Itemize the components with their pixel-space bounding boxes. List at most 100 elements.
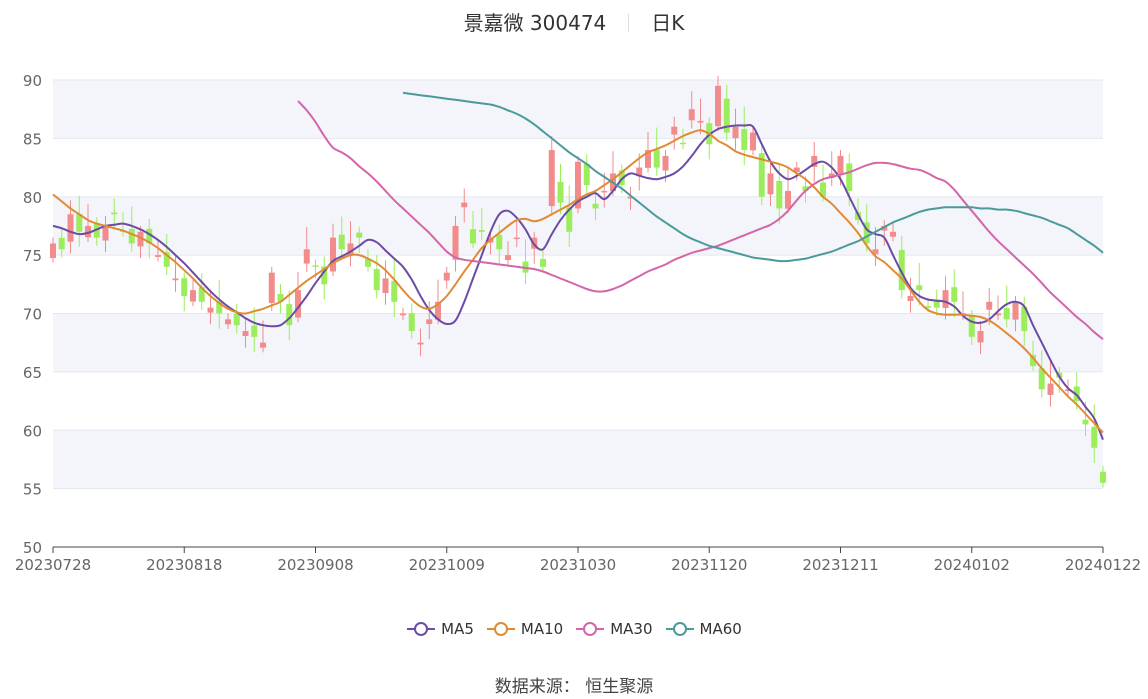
candle-body <box>723 98 730 133</box>
candle-body <box>207 307 214 313</box>
candle-body <box>601 190 608 193</box>
band-85 <box>53 80 1103 139</box>
candle-body <box>977 331 984 343</box>
legend-marker-icon <box>665 622 694 636</box>
candle-body <box>688 109 695 121</box>
candle-body <box>58 237 65 250</box>
candle-body <box>128 228 135 244</box>
candle-body <box>268 272 275 303</box>
candle-body <box>373 269 380 291</box>
y-tick-label: 90 <box>23 72 42 90</box>
x-tick-label: 20230818 <box>146 556 222 574</box>
candle-body <box>330 237 336 272</box>
candle-body <box>102 225 109 241</box>
legend-item-ma10[interactable]: MA10 <box>486 620 563 638</box>
source-label: 数据来源： <box>494 677 580 697</box>
chart-title: 景嘉微 300474 日K <box>0 8 1148 38</box>
candle-body <box>391 280 398 302</box>
candle-body <box>566 207 573 232</box>
y-tick-label: 65 <box>23 364 42 382</box>
candle-body <box>295 290 301 318</box>
candle-body <box>680 142 686 145</box>
legend-circle <box>414 622 429 636</box>
legend: MA5 MA10 MA30 MA60 <box>0 620 1148 641</box>
candle-body <box>85 225 91 238</box>
candles <box>50 75 1106 488</box>
candle-body <box>382 278 389 294</box>
candle-body <box>1003 307 1010 320</box>
candle-body <box>863 222 870 244</box>
candle-body <box>1091 426 1098 448</box>
stock-name: 景嘉微 300474 <box>463 11 607 35</box>
legend-item-ma60[interactable]: MA60 <box>665 620 742 638</box>
candle-body <box>137 231 144 247</box>
candle-body <box>653 149 660 168</box>
candle-body <box>356 232 363 238</box>
candle-body <box>872 249 879 255</box>
candle-body <box>1082 419 1089 425</box>
candle-body <box>741 129 748 151</box>
legend-label: MA5 <box>441 620 474 638</box>
line-ma10 <box>52 129 1104 434</box>
candle-body <box>172 278 179 281</box>
candle-body <box>50 243 56 259</box>
y-axis: 50 55 60 65 70 75 80 85 90 <box>23 72 42 557</box>
candle-body <box>715 85 721 127</box>
candle-body <box>925 306 931 308</box>
candle-body <box>846 163 853 191</box>
x-tick-label: 20230728 <box>15 556 91 574</box>
candle-body <box>671 126 678 135</box>
candle-body <box>1065 389 1071 392</box>
source-name: 恒生聚源 <box>585 677 654 697</box>
candle-body <box>995 313 1001 316</box>
candle-body <box>198 287 205 302</box>
candle-body <box>933 299 940 308</box>
x-tick-label: 20231009 <box>409 556 485 574</box>
candle-body <box>785 190 791 209</box>
legend-circle <box>583 622 598 636</box>
legend-label: MA10 <box>520 620 564 638</box>
x-tick-label: 20240102 <box>934 556 1010 574</box>
candle-body <box>828 173 835 179</box>
candle-body <box>303 249 310 264</box>
x-tick-label: 20231030 <box>540 556 616 574</box>
candle-body <box>575 161 581 209</box>
legend-item-ma30[interactable]: MA30 <box>575 620 653 638</box>
legend-marker-icon <box>407 622 436 636</box>
candle-body <box>793 167 800 173</box>
y-tick-label: 75 <box>23 247 42 265</box>
candle-body <box>557 181 564 203</box>
candle-body <box>968 315 975 337</box>
candle-body <box>260 342 266 348</box>
candle-body <box>181 278 188 296</box>
candle-body <box>916 285 923 291</box>
candle-body <box>890 231 896 237</box>
candle-body <box>540 258 546 267</box>
candle-body <box>67 214 74 242</box>
legend-marker-icon <box>576 622 605 636</box>
candle-body <box>478 230 485 232</box>
candle-body <box>426 319 433 325</box>
line-ma60 <box>402 91 1104 263</box>
candle-body <box>400 313 406 316</box>
candle-body <box>618 170 625 186</box>
candle-body <box>732 126 739 139</box>
candle-body <box>697 120 704 123</box>
candle-body <box>898 249 905 291</box>
candle-body <box>636 167 643 176</box>
candle-body <box>461 202 468 208</box>
candle-body <box>111 212 118 215</box>
candle-body <box>286 304 293 326</box>
candle-body <box>190 290 196 302</box>
candle-body <box>837 155 844 174</box>
moving-average-lines <box>52 91 1104 440</box>
candle-body <box>505 255 511 261</box>
legend-item-ma5[interactable]: MA5 <box>406 620 474 638</box>
candle-body <box>435 301 441 320</box>
candle-body <box>163 252 170 267</box>
candle-body <box>365 258 371 267</box>
candle-body <box>951 287 958 302</box>
candle-body <box>776 180 783 209</box>
y-tick-label: 50 <box>23 539 42 557</box>
